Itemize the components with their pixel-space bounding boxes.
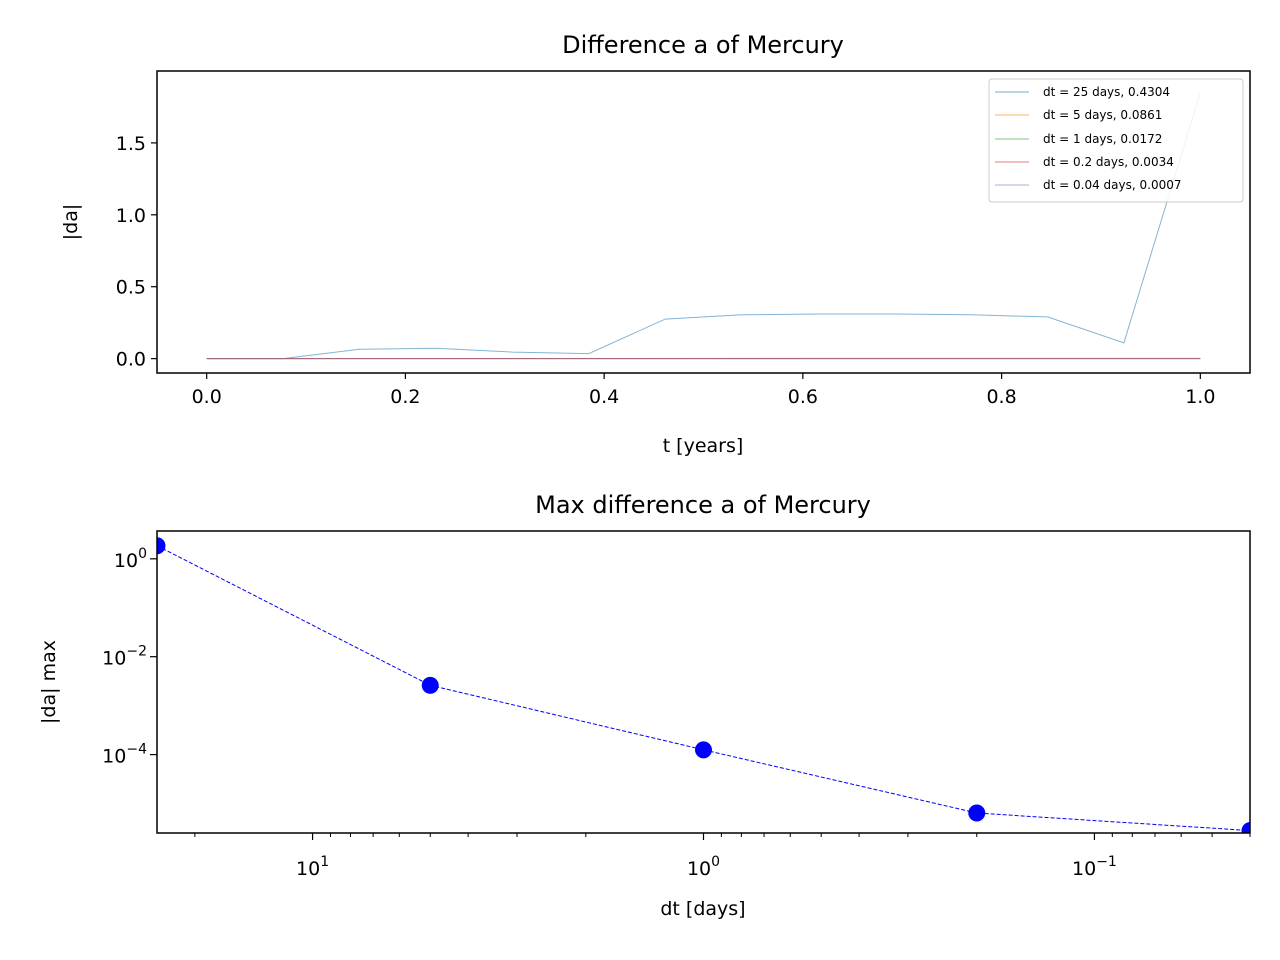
legend-label-3: dt = 0.2 days, 0.0034 [1043,155,1174,169]
x-tick-label: 0.2 [390,386,420,408]
chart2-x-axis-label: dt [days] [660,898,745,920]
x-tick-label: 101 [296,854,329,880]
chart1-legend: dt = 25 days, 0.4304 dt = 5 days, 0.0861… [988,78,1244,203]
chart1-y-axis-label: |da| [60,204,82,241]
chart1-series-group [206,92,1201,360]
data-point [157,537,166,555]
y-tick-label: 10−2 [102,644,147,670]
chart1-x-ticks: 0.0 0.2 0.4 0.6 0.8 1.0 [192,373,1215,408]
y-tick-label: 10−4 [102,742,147,768]
chart2-title: Max difference a of Mercury [535,491,871,519]
y-tick-label: 1.0 [116,205,146,227]
x-tick-label: 10−1 [1072,854,1117,880]
x-tick-label: 1.0 [1185,386,1215,408]
x-tick-label: 0.6 [788,386,818,408]
series-line-0 [206,92,1201,360]
legend-label-1: dt = 5 days, 0.0861 [1043,108,1162,122]
y-tick-label: 1.5 [116,133,146,155]
chart1-x-axis-label: t [years] [663,435,744,457]
x-tick-label: 0.8 [986,386,1016,408]
chart2-y-ticks: 100 10−2 10−4 [102,546,157,768]
legend-label-0: dt = 25 days, 0.4304 [1043,85,1170,99]
chart2-x-ticks: 101 100 10−1 [194,833,1251,880]
chart-max-difference-a: Max difference a of Mercury 101 100 10−1 1… [38,491,1251,920]
y-tick-label: 0.5 [116,277,146,299]
chart2-series-group [157,537,1250,833]
x-tick-label: 0.0 [192,386,222,408]
legend-label-2: dt = 1 days, 0.0172 [1043,132,1162,146]
data-point [968,804,986,822]
data-point [695,741,712,759]
y-tick-label: 0.0 [116,349,146,371]
chart1-y-ticks: 0.0 0.5 1.0 1.5 [116,133,157,371]
data-point [421,676,439,694]
chart2-y-axis-label: |da| max [38,640,60,724]
chart-difference-a: Difference a of Mercury 0.0 0.2 0.4 0.6 0.8 1… [60,31,1251,457]
data-point [1241,822,1250,833]
series-line-dashed [157,545,1250,832]
chart1-axes-frame [156,70,1251,374]
legend-label-4: dt = 0.04 days, 0.0007 [1043,178,1181,192]
x-tick-label: 100 [687,854,720,880]
legend-box [988,78,1244,203]
chart1-title: Difference a of Mercury [562,31,844,59]
x-tick-label: 0.4 [589,386,619,408]
y-tick-label: 100 [114,546,147,572]
